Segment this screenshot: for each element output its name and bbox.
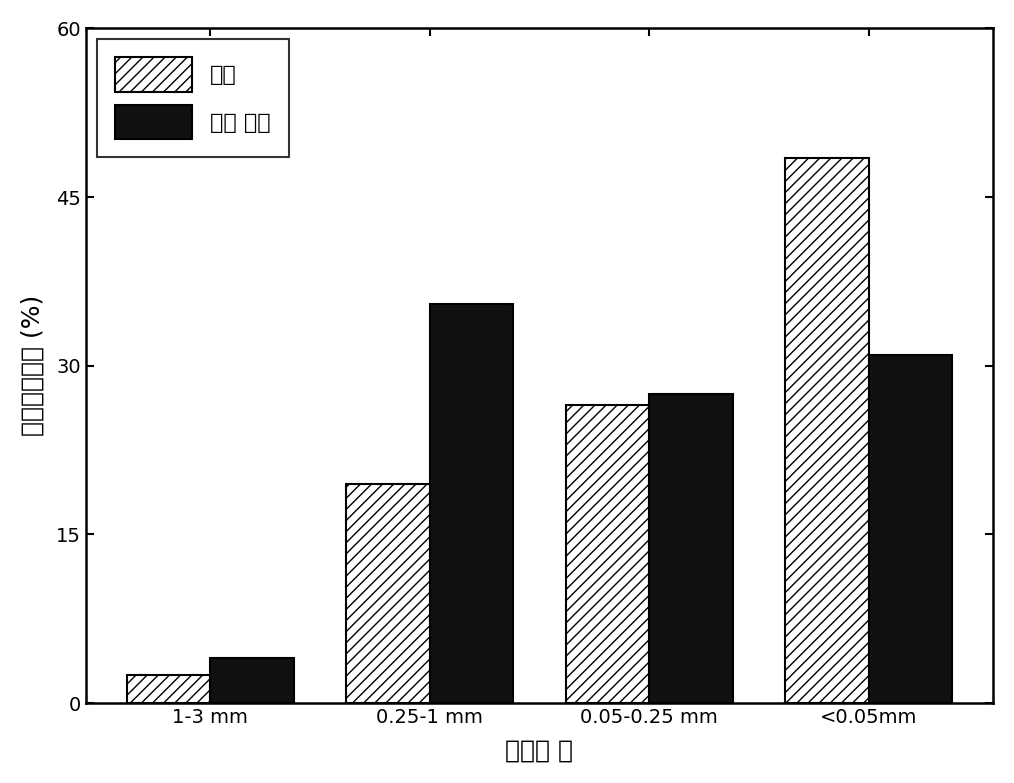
Y-axis label: 水稳性团聚体 (%): 水稳性团聚体 (%) <box>21 295 45 436</box>
Bar <box>430 304 513 703</box>
Bar <box>347 484 430 703</box>
Bar <box>566 405 649 703</box>
Bar <box>785 157 869 703</box>
Bar <box>649 394 732 703</box>
Bar <box>127 675 210 703</box>
X-axis label: 尺寸分 布: 尺寸分 布 <box>505 738 574 762</box>
Bar <box>210 659 294 703</box>
Legend: 对照, 加保 水剂: 对照, 加保 水剂 <box>96 39 289 157</box>
Bar <box>869 355 952 703</box>
